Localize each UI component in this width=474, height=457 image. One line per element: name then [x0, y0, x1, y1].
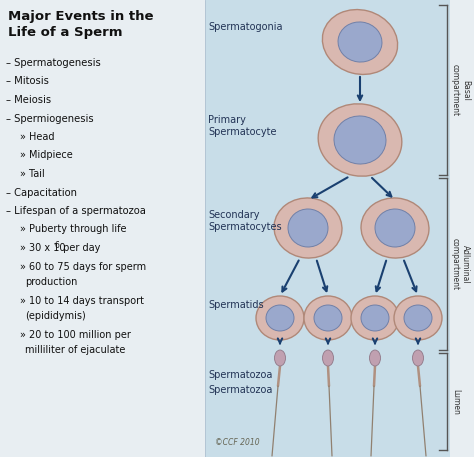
- Text: » 30 x 10: » 30 x 10: [20, 243, 65, 253]
- Text: » Puberty through life: » Puberty through life: [20, 224, 127, 234]
- Text: 6: 6: [55, 241, 60, 250]
- Text: Secondary
Spermatocytes: Secondary Spermatocytes: [208, 210, 282, 232]
- Text: per day: per day: [60, 243, 100, 253]
- Ellipse shape: [404, 305, 432, 331]
- Ellipse shape: [334, 116, 386, 164]
- Text: Spermatozoa: Spermatozoa: [208, 385, 273, 395]
- Text: Adluminal
compartment: Adluminal compartment: [451, 238, 470, 290]
- Ellipse shape: [288, 209, 328, 247]
- Text: » 10 to 14 days transport: » 10 to 14 days transport: [20, 296, 144, 305]
- Text: – Spermiogenesis: – Spermiogenesis: [6, 113, 94, 123]
- Ellipse shape: [370, 350, 381, 366]
- Text: » Head: » Head: [20, 132, 55, 142]
- Ellipse shape: [412, 350, 423, 366]
- Text: production: production: [25, 277, 77, 287]
- Bar: [0, 0, 205, 457]
- Text: – Meiosis: – Meiosis: [6, 95, 51, 105]
- Ellipse shape: [361, 305, 389, 331]
- Ellipse shape: [394, 296, 442, 340]
- Text: Spermatozoa: Spermatozoa: [208, 370, 273, 380]
- Ellipse shape: [338, 22, 382, 62]
- Text: milliliter of ejaculate: milliliter of ejaculate: [25, 345, 126, 355]
- Ellipse shape: [314, 305, 342, 331]
- Ellipse shape: [274, 198, 342, 258]
- Text: – Lifespan of a spermatozoa: – Lifespan of a spermatozoa: [6, 206, 146, 216]
- Ellipse shape: [361, 198, 429, 258]
- Text: » 20 to 100 million per: » 20 to 100 million per: [20, 329, 131, 340]
- Text: – Spermatogenesis: – Spermatogenesis: [6, 58, 101, 68]
- Text: » Tail: » Tail: [20, 169, 45, 179]
- Ellipse shape: [318, 104, 402, 176]
- Ellipse shape: [266, 305, 294, 331]
- Text: Major Events in the: Major Events in the: [8, 10, 154, 23]
- Text: (epididymis): (epididymis): [25, 311, 86, 321]
- Ellipse shape: [322, 350, 334, 366]
- Text: Primary
Spermatocyte: Primary Spermatocyte: [208, 115, 276, 137]
- Text: Lumen: Lumen: [451, 388, 460, 414]
- Text: – Capacitation: – Capacitation: [6, 187, 77, 197]
- Text: Basal
compartment: Basal compartment: [451, 64, 470, 116]
- Text: Spermatogonia: Spermatogonia: [208, 22, 283, 32]
- Text: ©CCF 2010: ©CCF 2010: [215, 438, 260, 447]
- Text: – Mitosis: – Mitosis: [6, 76, 49, 86]
- Text: » 60 to 75 days for sperm: » 60 to 75 days for sperm: [20, 261, 146, 271]
- Text: Life of a Sperm: Life of a Sperm: [8, 26, 122, 39]
- Text: » Midpiece: » Midpiece: [20, 150, 73, 160]
- Text: Spermatids: Spermatids: [208, 300, 264, 310]
- Ellipse shape: [351, 296, 399, 340]
- Ellipse shape: [304, 296, 352, 340]
- Bar: [205, 0, 450, 457]
- Ellipse shape: [274, 350, 285, 366]
- Ellipse shape: [256, 296, 304, 340]
- Ellipse shape: [322, 10, 398, 74]
- Ellipse shape: [375, 209, 415, 247]
